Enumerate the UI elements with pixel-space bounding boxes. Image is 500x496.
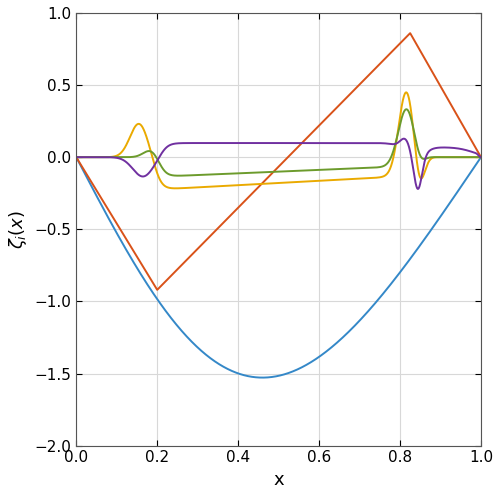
X-axis label: x: x — [274, 471, 284, 489]
Y-axis label: $\zeta_i(x)$: $\zeta_i(x)$ — [7, 210, 29, 249]
